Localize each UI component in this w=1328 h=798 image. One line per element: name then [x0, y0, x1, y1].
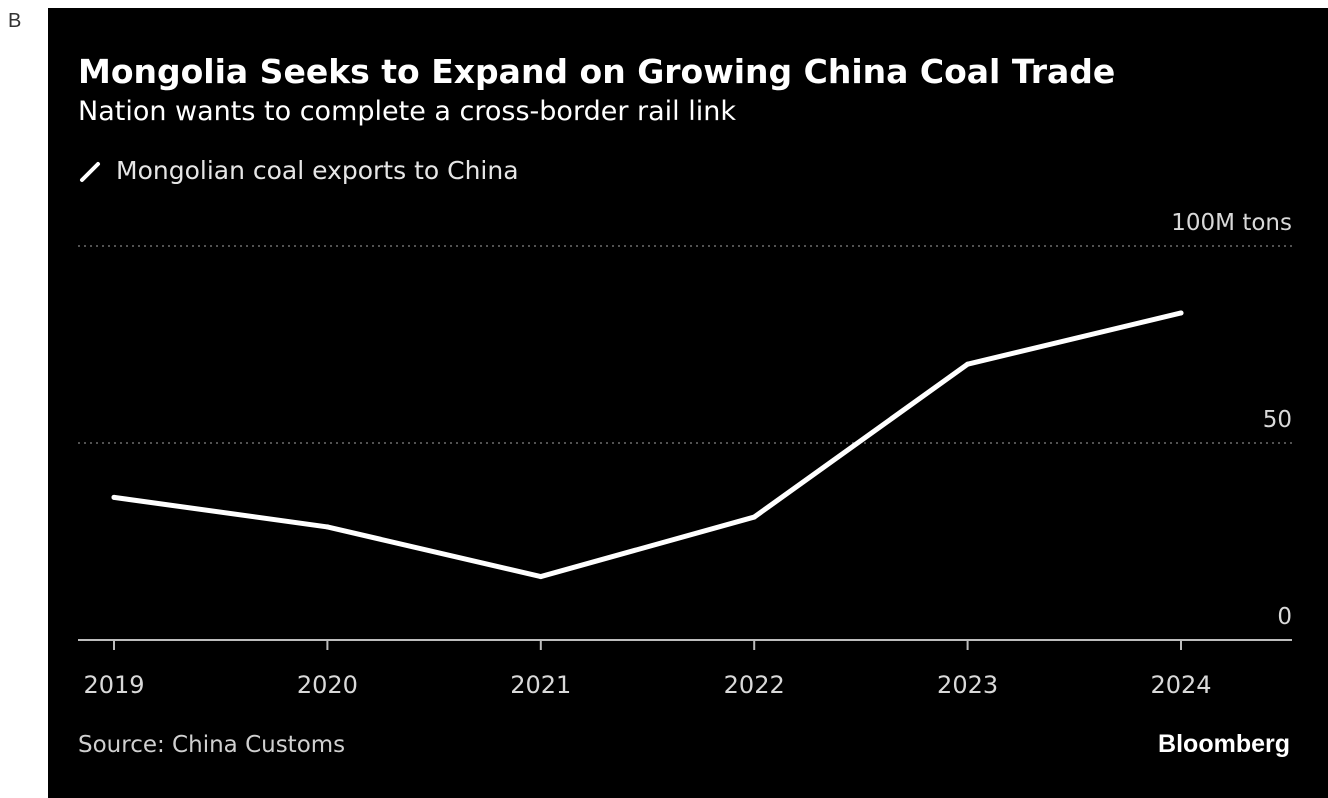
data-point — [751, 514, 757, 520]
data-point — [111, 494, 117, 500]
x-tick-label: 2021 — [510, 671, 571, 699]
chart-title: Mongolia Seeks to Expand on Growing Chin… — [78, 52, 1116, 91]
data-point — [538, 574, 544, 580]
x-tick-label: 2024 — [1150, 671, 1211, 699]
chart-subtitle: Nation wants to complete a cross-border … — [78, 96, 736, 127]
data-point — [1178, 310, 1184, 316]
panel-label: B — [8, 10, 22, 32]
y-tick-label: 100M tons — [1171, 210, 1292, 236]
chart-panel: Mongolia Seeks to Expand on Growing Chin… — [48, 8, 1328, 798]
x-tick-label: 2019 — [83, 671, 144, 699]
series-line — [111, 310, 1184, 580]
data-point — [324, 524, 330, 530]
legend: Mongolian coal exports to China — [78, 156, 519, 185]
legend-line-icon — [80, 161, 100, 182]
line-chart: 0 50 100M tons 2019 2020 2021 2022 2023 2024 — [78, 210, 1292, 699]
y-tick-label: 50 — [1263, 407, 1292, 433]
x-tick-label: 2020 — [297, 671, 358, 699]
legend-label: Mongolian coal exports to China — [116, 156, 519, 185]
x-tick-label: 2022 — [724, 671, 785, 699]
y-tick-label: 0 — [1277, 604, 1292, 630]
x-tick-label: 2023 — [937, 671, 998, 699]
data-point — [965, 361, 971, 367]
source-note: Source: China Customs — [78, 732, 346, 758]
brand-logo: Bloomberg — [1158, 730, 1290, 758]
